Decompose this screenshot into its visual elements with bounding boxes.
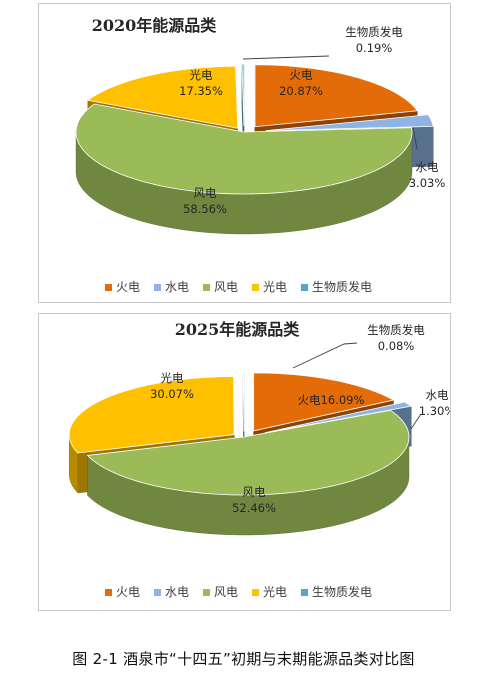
data-label-wind-name: 风电: [243, 485, 266, 499]
legend-item-biomass: 生物质发电: [301, 584, 372, 599]
leader-line-hydro: [410, 413, 422, 430]
chart-title: 2020年能源品类: [92, 16, 218, 35]
legend-swatch-wind: [203, 589, 210, 596]
slice-wind: [75, 103, 413, 195]
data-label-hydro-name: 水电: [416, 160, 439, 174]
data-label-wind-value: 58.56%: [183, 202, 227, 216]
data-label-thermal-name: 火电: [290, 68, 313, 82]
legend-label-thermal: 火电: [116, 280, 140, 294]
legend-swatch-biomass: [301, 284, 308, 291]
data-label-wind-value: 52.46%: [232, 501, 276, 515]
legend-item-biomass: 生物质发电: [301, 279, 372, 294]
data-label-biomass-name: 生物质发电: [345, 25, 403, 39]
slice-wind: [86, 409, 410, 496]
legend-swatch-wind: [203, 284, 210, 291]
legend-label-wind: 风电: [214, 585, 238, 599]
slice-thermal: [254, 64, 419, 128]
legend-item-thermal: 火电: [105, 585, 140, 599]
figure-caption: 图 2-1 酒泉市“十四五”初期与末期能源品类对比图: [72, 650, 415, 668]
slice-hydro: [265, 114, 434, 132]
legend-swatch-thermal: [105, 589, 112, 596]
chart-panel-2020: 2020年能源品类火电 20.87% 水电 3.03% 风电 58.56% 光电 17.35%…: [38, 3, 451, 303]
legend-swatch-solar: [252, 589, 259, 596]
slice-solar: [68, 376, 235, 454]
legend-swatch-biomass: [301, 589, 308, 596]
legend-label-solar: 光电: [263, 585, 287, 599]
data-label-wind-name: 风电: [194, 186, 217, 200]
legend-label-hydro: 水电: [165, 585, 189, 599]
legend-item-thermal: 火电: [105, 280, 140, 294]
legend-label-wind: 风电: [214, 280, 238, 294]
legend-item-hydro: 水电: [154, 280, 189, 294]
leader-line-biomass: [242, 55, 330, 60]
legend-item-hydro: 水电: [154, 585, 189, 599]
chart-title: 2025年能源品类: [175, 320, 301, 339]
data-label-biomass-value: 0.08%: [378, 339, 415, 353]
legend-item-solar: 光电: [252, 280, 287, 294]
pie-tops: [68, 372, 413, 496]
data-labels: 火电16.09% 水电 1.30% 风电 52.46% 光电 30.07% 生物质发电 0.08…: [150, 323, 450, 515]
data-label-biomass-value: 0.19%: [356, 41, 393, 55]
leader-line-biomass: [292, 342, 358, 369]
slice-biomass: [242, 372, 245, 432]
legend: 火电 水电 风电 光电 生物质发电: [105, 279, 372, 294]
legend-swatch-solar: [252, 284, 259, 291]
legend-label-solar: 光电: [263, 280, 287, 294]
legend: 火电 水电 风电 光电 生物质发电: [105, 584, 372, 599]
data-label-hydro-name: 水电: [426, 388, 449, 402]
data-label-thermal: 火电16.09%: [298, 393, 365, 407]
legend-label-thermal: 火电: [116, 585, 140, 599]
data-label-thermal-value: 20.87%: [279, 84, 323, 98]
data-label-solar-value: 30.07%: [150, 387, 194, 401]
slice-thermal: [253, 372, 395, 432]
slice-biomass: [241, 63, 245, 127]
leader-line-hydro: [412, 127, 418, 150]
data-label-solar-name: 光电: [161, 371, 184, 385]
data-label-solar-name: 光电: [190, 68, 213, 82]
legend-swatch-hydro: [154, 589, 161, 596]
legend-label-hydro: 水电: [165, 280, 189, 294]
data-label-biomass-name: 生物质发电: [367, 323, 425, 337]
legend-swatch-hydro: [154, 284, 161, 291]
slice-solar: [86, 65, 239, 129]
legend-label-biomass: 生物质发电: [312, 584, 372, 599]
legend-label-biomass: 生物质发电: [312, 279, 372, 294]
legend-item-solar: 光电: [252, 585, 287, 599]
data-label-hydro-value: 3.03%: [409, 176, 446, 190]
pie-tops: [75, 63, 434, 195]
data-label-solar-value: 17.35%: [179, 84, 223, 98]
data-labels: 火电 20.87% 水电 3.03% 风电 58.56% 光电 17.35% 生物质发电 0.19…: [179, 25, 445, 216]
legend-swatch-thermal: [105, 284, 112, 291]
legend-item-wind: 风电: [203, 280, 238, 294]
data-label-hydro-value: 1.30%: [419, 404, 450, 418]
legend-item-wind: 风电: [203, 585, 238, 599]
